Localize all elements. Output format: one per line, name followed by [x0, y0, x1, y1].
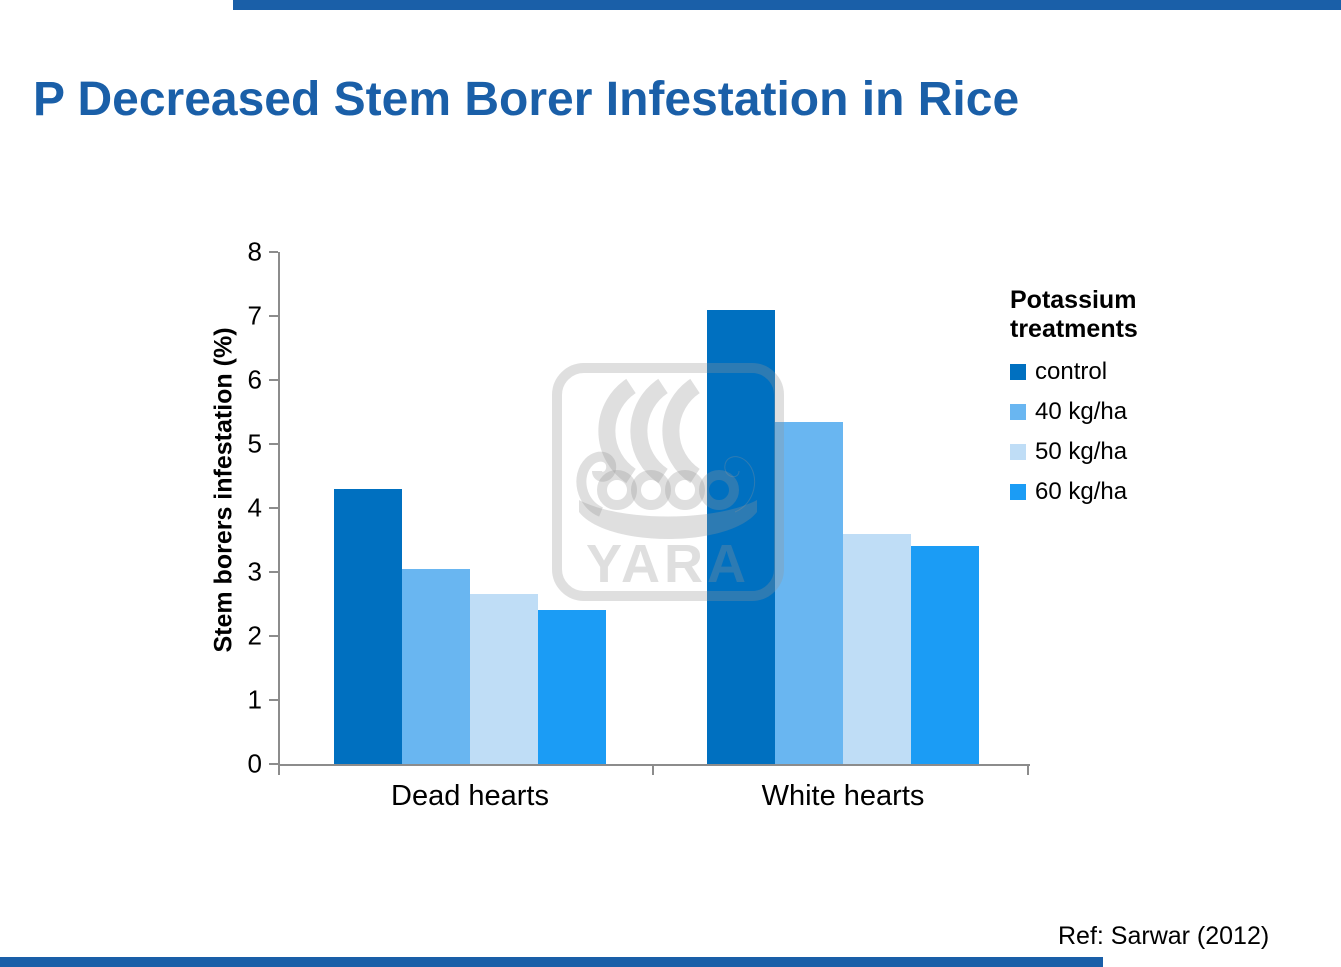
bar-dead-hearts-40-kg-ha: [402, 569, 470, 764]
y-tick-label: 1: [247, 684, 262, 715]
legend-item-control: control: [1010, 358, 1240, 385]
y-tick-mark: [269, 571, 278, 573]
legend-label: 50 kg/ha: [1035, 438, 1128, 465]
legend-label: 60 kg/ha: [1035, 478, 1128, 505]
bar-dead-hearts-control: [334, 489, 402, 764]
y-axis-line: [278, 252, 280, 766]
bar-dead-hearts-60-kg-ha: [538, 610, 606, 764]
legend-swatch-icon: [1010, 364, 1026, 380]
y-tick-label: 6: [247, 364, 262, 395]
y-tick-label: 5: [247, 428, 262, 459]
y-tick-label: 7: [247, 300, 262, 331]
x-category-label-white-hearts: White hearts: [761, 780, 925, 812]
bar-dead-hearts-50-kg-ha: [470, 594, 538, 764]
top-accent-bar: [233, 0, 1341, 10]
legend-item-40-kg-ha: 40 kg/ha: [1010, 398, 1240, 425]
y-tick-label: 2: [247, 620, 262, 651]
y-tick-mark: [269, 507, 278, 509]
x-tick-mark: [652, 766, 654, 775]
y-tick-label: 8: [247, 236, 262, 267]
y-axis-title: Stem borers infestation (%): [209, 327, 238, 653]
chart-legend: Potassium treatments control 40 kg/ha 50 k…: [1010, 286, 1240, 505]
reference-text: Ref: Sarwar (2012): [1058, 922, 1270, 950]
bar-white-hearts-40-kg-ha: [775, 422, 843, 764]
y-tick-label: 3: [247, 556, 262, 587]
legend-items: control 40 kg/ha 50 kg/ha 60 kg/ha: [1010, 358, 1240, 505]
y-tick-label: 4: [247, 492, 262, 523]
legend-swatch-icon: [1010, 444, 1026, 460]
x-tick-mark: [278, 766, 280, 775]
bottom-accent-bar: [0, 957, 1103, 967]
y-tick-mark: [269, 251, 278, 253]
legend-item-60-kg-ha: 60 kg/ha: [1010, 478, 1240, 505]
legend-item-50-kg-ha: 50 kg/ha: [1010, 438, 1240, 465]
legend-label: 40 kg/ha: [1035, 398, 1128, 425]
slide-title: P Decreased Stem Borer Infestation in Ri…: [33, 73, 1020, 126]
y-tick-mark: [269, 763, 278, 765]
y-tick-mark: [269, 699, 278, 701]
legend-swatch-icon: [1010, 484, 1026, 500]
legend-label: control: [1035, 358, 1108, 385]
bar-white-hearts-control: [707, 310, 775, 764]
y-tick-mark: [269, 443, 278, 445]
x-axis-line: [278, 764, 1030, 766]
x-tick-mark: [1027, 766, 1029, 775]
legend-title: Potassium treatments: [1010, 286, 1138, 343]
legend-swatch-icon: [1010, 404, 1026, 420]
y-tick-mark: [269, 315, 278, 317]
y-tick-label: 0: [247, 748, 262, 779]
bar-white-hearts-60-kg-ha: [911, 546, 979, 764]
x-category-label-dead-hearts: Dead hearts: [391, 780, 549, 812]
y-tick-mark: [269, 635, 278, 637]
y-tick-mark: [269, 379, 278, 381]
bar-white-hearts-50-kg-ha: [843, 534, 911, 764]
